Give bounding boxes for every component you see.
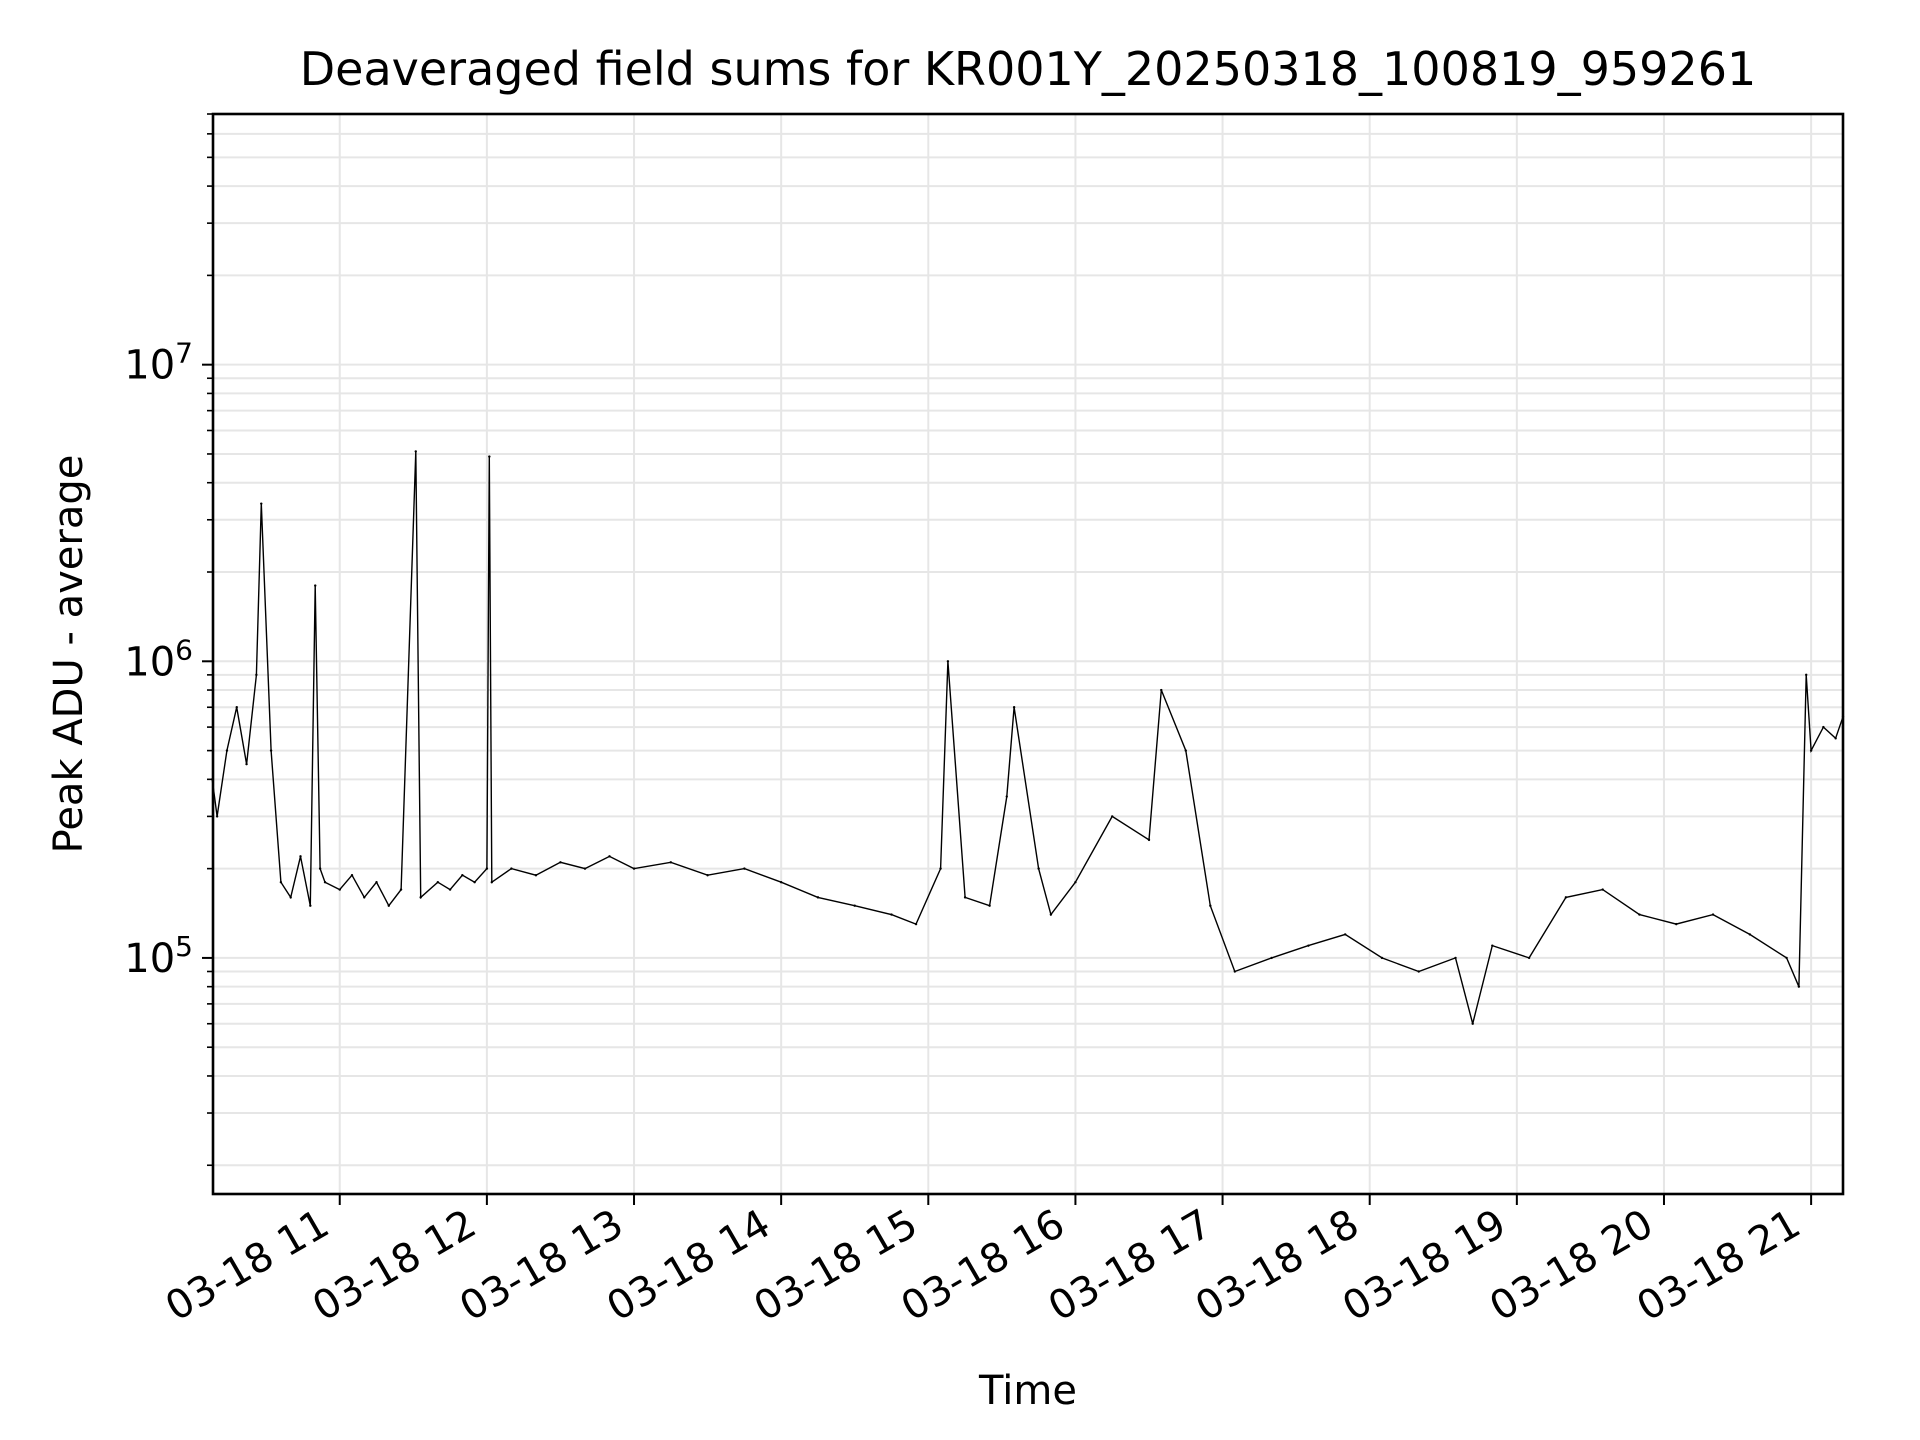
data-point xyxy=(1805,673,1808,677)
data-point xyxy=(669,861,673,864)
data-point xyxy=(1343,933,1347,936)
data-point xyxy=(632,867,636,870)
data-point xyxy=(387,904,390,907)
data-point xyxy=(946,660,950,663)
data-point xyxy=(255,673,258,677)
data-point xyxy=(448,888,452,891)
series-group xyxy=(211,450,1845,1025)
data-point xyxy=(488,455,491,458)
data-point xyxy=(1184,749,1187,752)
data-point xyxy=(414,450,417,453)
data-point xyxy=(779,881,783,884)
data-point xyxy=(215,815,219,818)
data-point xyxy=(743,867,746,870)
data-point xyxy=(1005,795,1008,798)
data-point xyxy=(485,867,489,870)
data-point xyxy=(299,855,302,858)
data-point xyxy=(853,904,856,907)
data-point xyxy=(269,749,273,752)
data-point xyxy=(1822,725,1825,729)
data-point xyxy=(279,881,283,884)
data-point xyxy=(914,922,918,926)
data-point xyxy=(1601,888,1604,891)
data-point xyxy=(1564,896,1568,899)
data-point xyxy=(318,867,322,870)
data-point xyxy=(1491,944,1494,947)
data-point xyxy=(1209,904,1212,907)
data-point xyxy=(1797,985,1801,988)
y-tick-label: 106 xyxy=(124,633,193,685)
data-point xyxy=(988,904,991,907)
chart-title: Deaveraged field sums for KR001Y_2025031… xyxy=(300,42,1756,96)
data-point xyxy=(399,888,403,891)
data-point xyxy=(1638,913,1641,916)
data-point xyxy=(1809,749,1813,752)
data-point xyxy=(1785,956,1788,960)
data-point xyxy=(939,867,942,870)
data-point xyxy=(235,706,238,709)
data-point xyxy=(1471,1022,1474,1025)
data-point xyxy=(1270,956,1273,960)
data-point xyxy=(1527,956,1531,960)
data-point xyxy=(608,855,611,858)
data-point xyxy=(510,867,513,870)
y-axis-label: Peak ADU - average xyxy=(46,455,92,854)
x-axis-label: Time xyxy=(978,1368,1077,1414)
data-point xyxy=(363,896,366,899)
data-point xyxy=(436,881,440,884)
grid xyxy=(213,113,1843,1194)
data-point xyxy=(1675,922,1678,926)
data-point xyxy=(1147,838,1151,842)
y-tick-label: 107 xyxy=(124,337,193,389)
data-point xyxy=(309,904,312,907)
data-point xyxy=(1417,970,1420,973)
data-point xyxy=(890,913,893,916)
data-point xyxy=(1111,815,1114,818)
data-point xyxy=(260,502,263,505)
data-point xyxy=(559,861,562,864)
data-point xyxy=(323,881,327,884)
data-point xyxy=(706,874,709,877)
data-point xyxy=(1380,956,1384,960)
data-point xyxy=(490,881,493,884)
data-point xyxy=(816,896,820,899)
data-point xyxy=(245,762,248,766)
data-point xyxy=(1834,737,1837,740)
data-point xyxy=(1160,688,1163,692)
data-point xyxy=(1711,913,1715,916)
y-tick-label: 105 xyxy=(124,930,193,982)
data-point xyxy=(338,888,341,891)
data-point xyxy=(1037,867,1040,870)
data-point xyxy=(1748,933,1752,936)
data-point xyxy=(473,881,476,884)
data-point xyxy=(375,881,378,884)
data-point xyxy=(350,874,354,877)
data-point xyxy=(963,896,967,899)
plot-frame xyxy=(211,112,1845,1196)
data-point xyxy=(419,896,422,899)
data-point xyxy=(1074,881,1077,884)
data-point xyxy=(1233,970,1237,973)
data-point xyxy=(314,584,317,587)
data-point xyxy=(1307,944,1310,947)
data-point xyxy=(1012,706,1016,709)
data-point xyxy=(534,874,538,877)
data-point xyxy=(1454,956,1457,960)
data-point xyxy=(461,874,464,877)
data-point xyxy=(225,749,229,752)
data-point xyxy=(289,896,292,899)
data-point xyxy=(583,867,587,870)
data-point xyxy=(1049,913,1053,916)
